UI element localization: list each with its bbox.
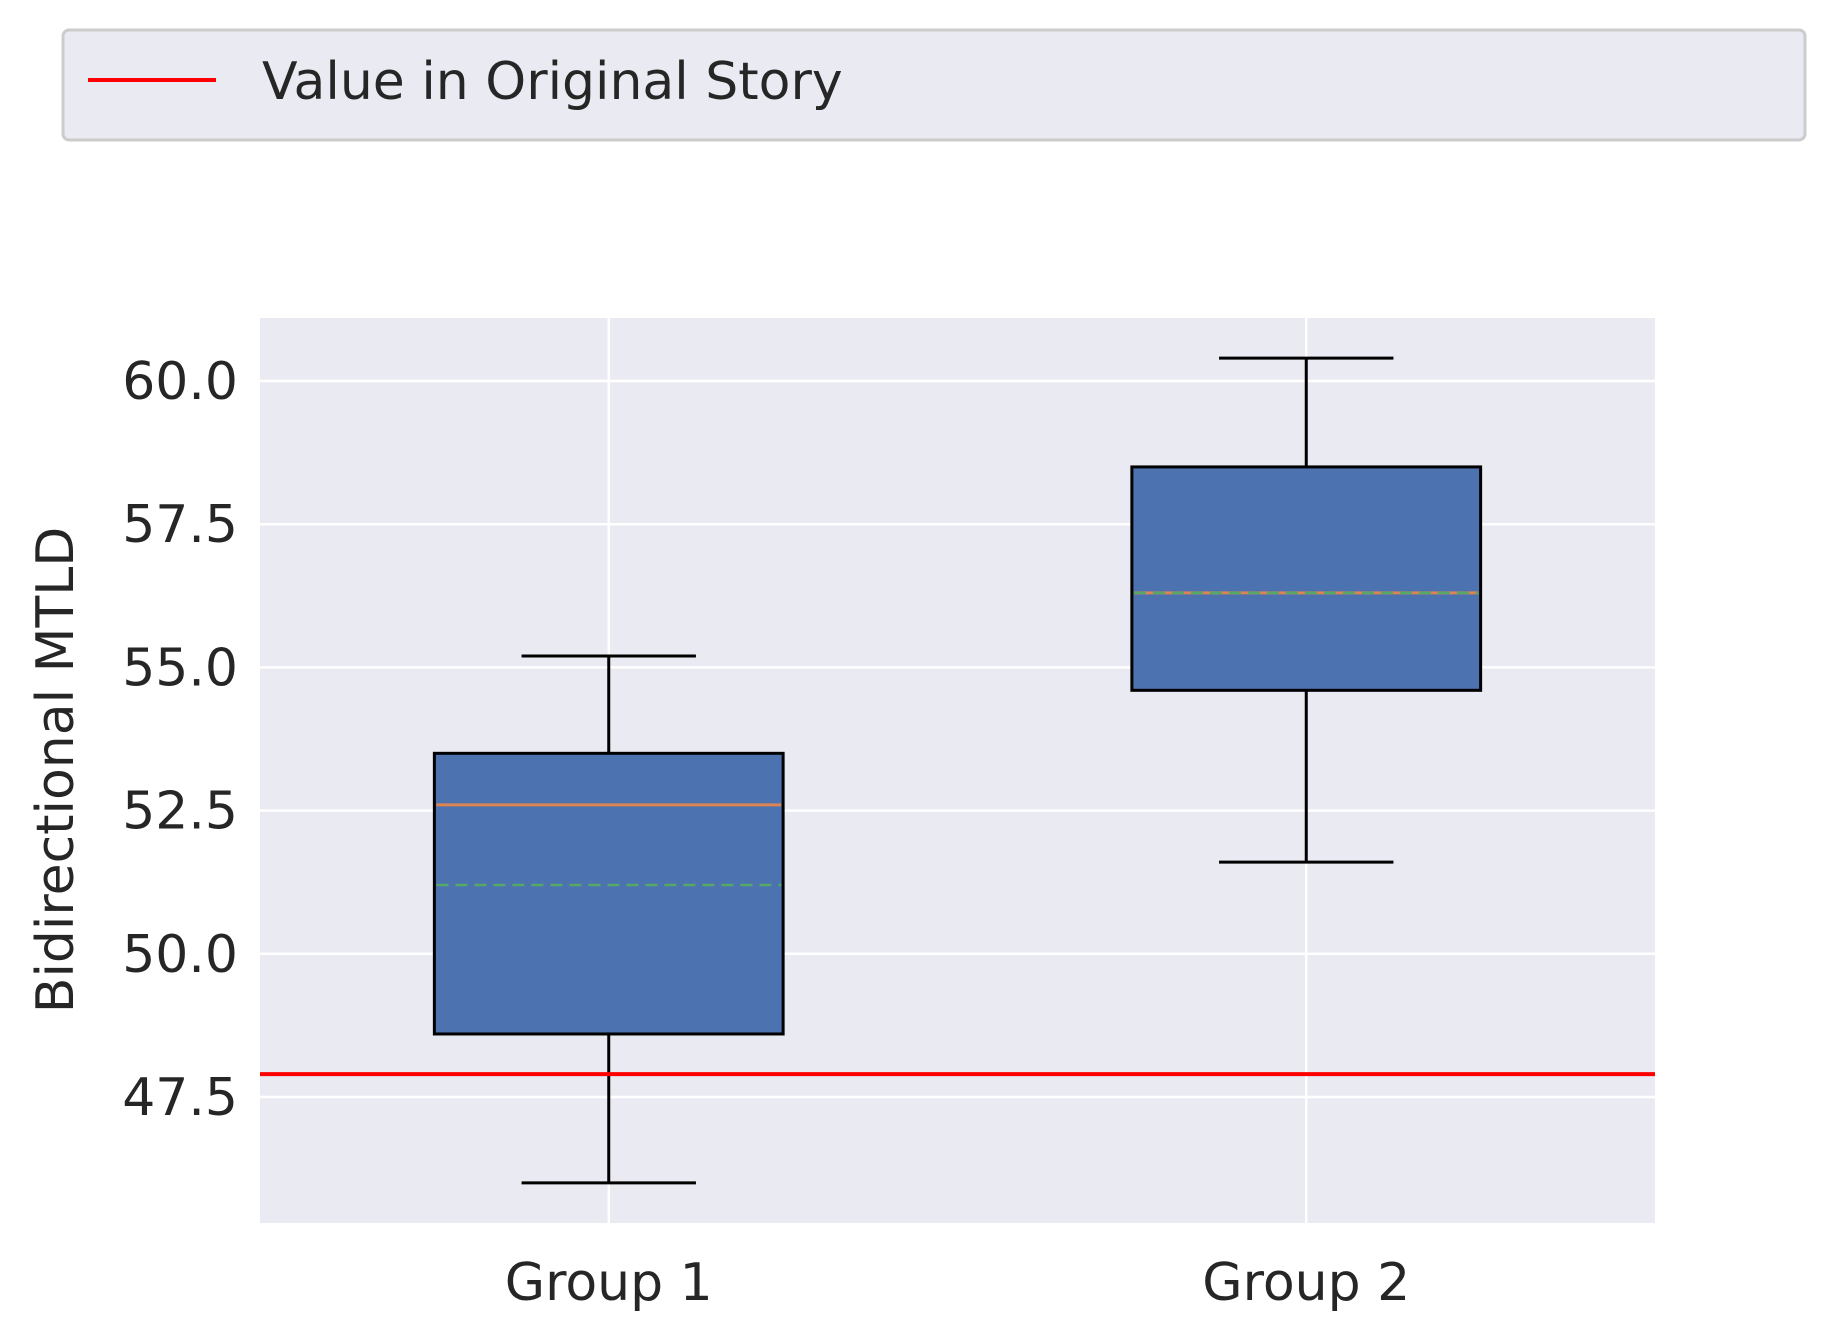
y-tick-label-4: 57.5 [122,495,238,555]
y-tick-label-0: 47.5 [122,1068,238,1128]
y-tick-label-3: 55.0 [122,638,238,698]
box-body [432,751,785,1036]
y-tick-label-5: 60.0 [122,352,238,412]
box-body [1130,465,1483,692]
y-tick-label-2: 52.5 [122,782,238,842]
box-2 [1130,356,1483,864]
x-tick-labels: Group 1 Group 2 [505,1253,1410,1313]
legend-frame [61,28,1807,142]
legend: Value in Original Story [61,28,1807,142]
y-tick-label-1: 50.0 [122,925,238,985]
legend-label: Value in Original Story [262,52,843,112]
box-1 [432,654,785,1185]
x-tick-label-0: Group 1 [505,1253,713,1313]
y-tick-labels: 47.5 50.0 52.5 55.0 57.5 60.0 [122,352,238,1128]
x-tick-label-1: Group 2 [1202,1253,1410,1313]
box-plots [432,356,1483,1185]
y-axis-label: Bidirectional MTLD [26,527,86,1013]
